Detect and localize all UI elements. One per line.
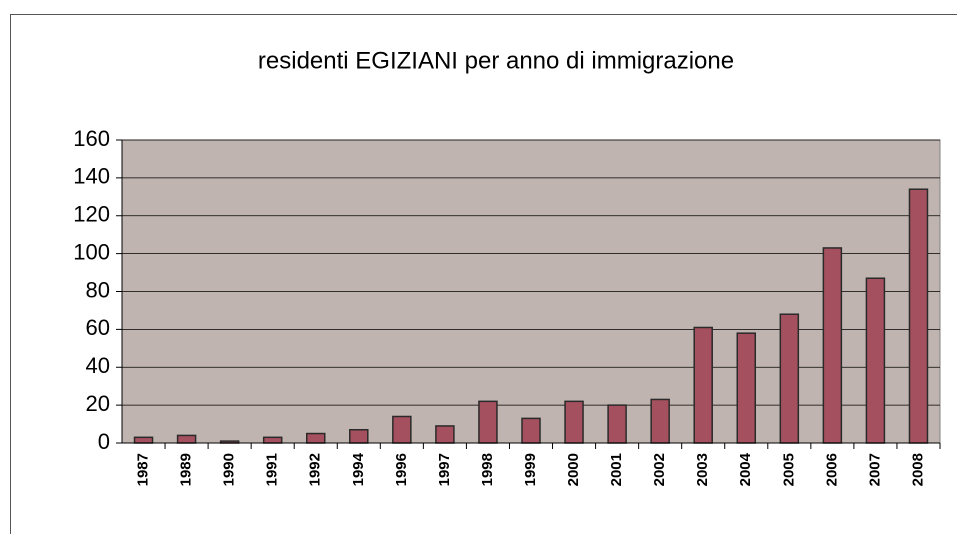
- bar: [607, 404, 627, 444]
- bar: [392, 415, 412, 444]
- bar: [478, 400, 498, 444]
- bar: [305, 432, 326, 444]
- x-tick-label: 2002: [651, 453, 668, 486]
- x-tick-label: 2001: [608, 453, 625, 486]
- x-tick-label: 1991: [264, 453, 281, 486]
- bar: [693, 326, 713, 444]
- bar: [262, 436, 283, 444]
- y-tick-label: 40: [86, 353, 110, 378]
- bar: [133, 436, 154, 444]
- y-tick-label: 20: [86, 391, 110, 416]
- chart-title: residenti EGIZIANI per anno di immigrazi…: [258, 47, 734, 74]
- bar: [564, 400, 584, 444]
- bar: [435, 425, 455, 444]
- x-tick-label: 2003: [694, 453, 711, 486]
- x-tick-label: 1998: [479, 453, 496, 486]
- x-tick-label: 2008: [909, 453, 926, 486]
- y-tick-label: 80: [86, 277, 110, 302]
- x-tick-label: 1997: [436, 453, 453, 486]
- y-tick-label: 120: [73, 202, 110, 227]
- y-tick-label: 100: [73, 239, 110, 264]
- chart-frame: [10, 14, 957, 534]
- y-tick-label: 60: [86, 315, 110, 340]
- bar: [349, 428, 369, 444]
- bar: [822, 247, 843, 444]
- bar: [779, 313, 800, 444]
- y-tick-label: 0: [98, 429, 110, 454]
- x-tick-label: 1989: [178, 453, 195, 486]
- bar: [176, 434, 197, 444]
- bar: [736, 332, 757, 444]
- x-tick-label: 1994: [350, 452, 367, 486]
- x-tick-label: 2000: [565, 453, 582, 486]
- x-tick-label: 2007: [866, 453, 883, 486]
- x-tick-label: 1992: [307, 453, 324, 486]
- y-tick-label: 140: [73, 164, 110, 189]
- bar: [865, 277, 886, 444]
- bar: [521, 417, 541, 444]
- bar: [908, 188, 929, 444]
- x-tick-label: 2004: [737, 452, 754, 486]
- x-tick-label: 1990: [221, 453, 238, 486]
- x-tick-label: 1987: [134, 453, 151, 486]
- x-tick-label: 2005: [780, 453, 797, 486]
- bar: [650, 398, 670, 444]
- x-tick-label: 1996: [393, 453, 410, 486]
- y-tick-label: 160: [73, 126, 110, 151]
- x-tick-label: 2006: [823, 453, 840, 486]
- x-tick-label: 1999: [522, 453, 539, 486]
